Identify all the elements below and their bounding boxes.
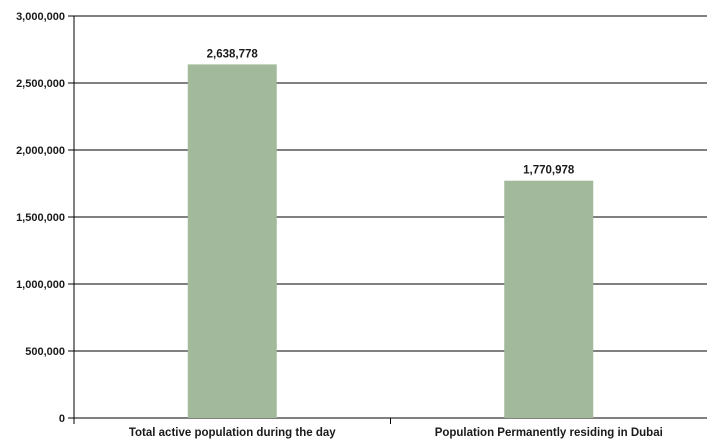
y-tick-label: 500,000 xyxy=(25,346,65,358)
gridlines xyxy=(74,15,707,352)
y-tick-label: 2,000,000 xyxy=(16,145,65,157)
bar xyxy=(504,180,594,418)
bar-value-label: 2,638,778 xyxy=(207,48,259,60)
bars xyxy=(187,64,594,418)
axes xyxy=(68,15,707,424)
x-category-label: Total active population during the day xyxy=(129,427,336,439)
y-tick-label: 1,000,000 xyxy=(16,279,65,291)
y-tick-label: 1,500,000 xyxy=(16,212,65,224)
x-axis-category-labels: Total active population during the day Po… xyxy=(129,427,663,439)
x-category-label: Population Permanently residing in Dubai xyxy=(435,427,663,439)
bar xyxy=(187,64,277,418)
bar-value-label: 1,770,978 xyxy=(523,165,575,177)
bar-value-labels: 2,638,778 1,770,978 xyxy=(207,48,575,176)
y-tick-label: 0 xyxy=(59,413,65,425)
y-axis-tick-labels: 0 500,000 1,000,000 1,500,000 2,000,000 2,500… xyxy=(16,11,65,425)
y-tick-label: 2,500,000 xyxy=(16,78,65,90)
y-tick-label: 3,000,000 xyxy=(16,11,65,23)
